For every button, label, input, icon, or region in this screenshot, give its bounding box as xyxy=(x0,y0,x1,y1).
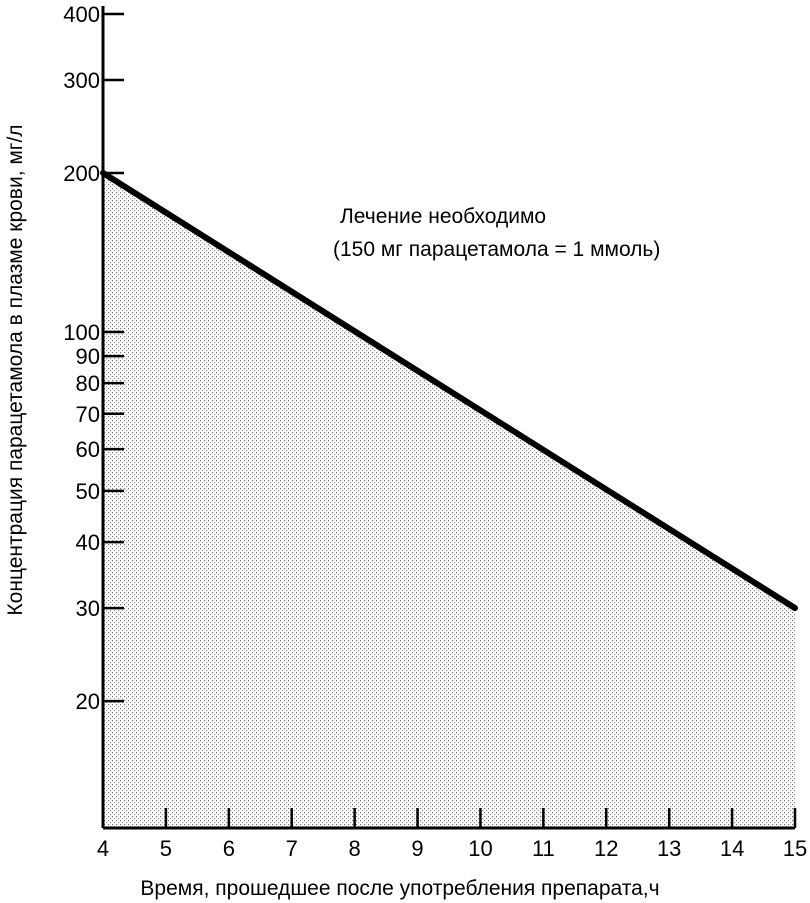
y-tick-label-70: 70 xyxy=(76,402,100,427)
treatment-area-fill xyxy=(103,172,795,829)
x-tick-label-10: 10 xyxy=(468,836,492,861)
x-tick-label-4: 4 xyxy=(97,836,109,861)
annotation-treatment-needed: Лечение необходимо xyxy=(340,205,546,228)
x-tick-label-7: 7 xyxy=(286,836,298,861)
x-tick-label-5: 5 xyxy=(160,836,172,861)
y-tick-label-300: 300 xyxy=(63,68,100,93)
x-tick-label-6: 6 xyxy=(223,836,235,861)
y-tick-label-80: 80 xyxy=(76,371,100,396)
x-tick-label-9: 9 xyxy=(411,836,423,861)
x-tick-label-14: 14 xyxy=(720,836,744,861)
y-tick-label-90: 90 xyxy=(76,344,100,369)
y-tick-label-100: 100 xyxy=(63,320,100,345)
x-axis-label: Время, прошедшее после употребления преп… xyxy=(140,877,659,900)
x-tick-label-11: 11 xyxy=(532,836,555,861)
y-tick-label-30: 30 xyxy=(76,596,100,621)
y-tick-label-200: 200 xyxy=(63,161,100,186)
treatment-line xyxy=(100,169,798,612)
y-tick-label-20: 20 xyxy=(76,689,100,714)
x-tick-label-13: 13 xyxy=(657,836,681,861)
y-axis-label: Концентрация парацетамола в плазме крови… xyxy=(4,124,27,615)
x-tick-label-8: 8 xyxy=(349,836,361,861)
y-tick-label-50: 50 xyxy=(76,479,100,504)
x-tick-label-12: 12 xyxy=(594,836,618,861)
x-tick-label-15: 15 xyxy=(783,836,807,861)
annotation-conversion: (150 мг парацетамола = 1 ммоль) xyxy=(333,238,660,261)
y-tick-label-40: 40 xyxy=(76,530,100,555)
y-tick-label-60: 60 xyxy=(76,437,100,462)
y-tick-label-400: 400 xyxy=(63,2,100,27)
